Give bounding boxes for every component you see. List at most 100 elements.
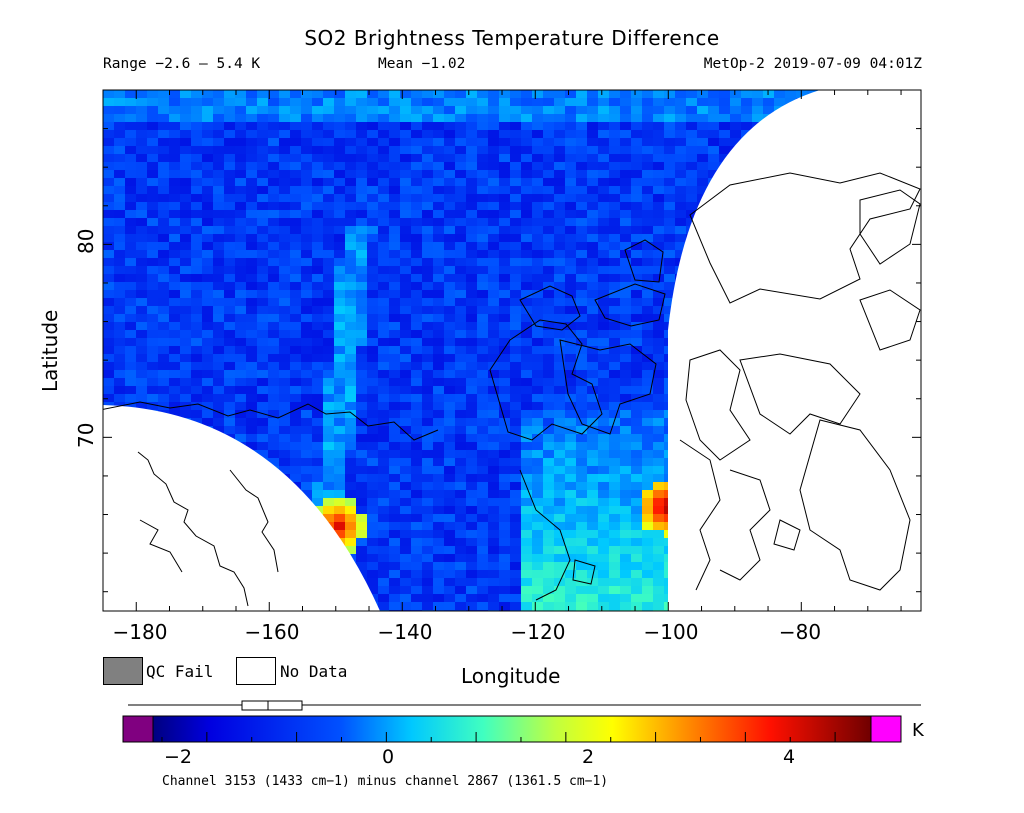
swath-cell bbox=[576, 474, 587, 482]
swath-cell bbox=[268, 330, 279, 338]
swath-cell bbox=[444, 602, 455, 610]
swath-cell bbox=[191, 114, 202, 122]
swath-cell bbox=[653, 202, 664, 210]
swath-cell bbox=[367, 538, 378, 546]
swath-cell bbox=[609, 474, 620, 482]
swath-cell bbox=[499, 290, 510, 298]
swath-cell bbox=[565, 338, 576, 346]
swath-cell bbox=[356, 474, 367, 482]
swath-cell bbox=[521, 466, 532, 474]
swath-cell bbox=[587, 130, 598, 138]
swath-cell bbox=[180, 242, 191, 250]
swath-cell bbox=[642, 602, 653, 610]
swath-cell bbox=[554, 570, 565, 578]
swath-cell bbox=[312, 186, 323, 194]
swath-cell bbox=[653, 546, 664, 554]
swath-cell bbox=[290, 130, 301, 138]
swath-cell bbox=[620, 186, 631, 194]
swath-cell bbox=[158, 226, 169, 234]
swath-cell bbox=[532, 450, 543, 458]
swath-cell bbox=[279, 418, 290, 426]
swath-cell bbox=[334, 474, 345, 482]
swath-cell bbox=[301, 258, 312, 266]
swath-cell bbox=[477, 562, 488, 570]
swath-cell bbox=[246, 218, 257, 226]
swath-cell bbox=[532, 602, 543, 610]
swath-cell bbox=[543, 154, 554, 162]
swath-cell bbox=[565, 386, 576, 394]
swath-cell bbox=[367, 250, 378, 258]
swath-cell bbox=[444, 594, 455, 602]
swath-cell bbox=[389, 258, 400, 266]
swath-cell bbox=[477, 426, 488, 434]
swath-cell bbox=[411, 394, 422, 402]
swath-cell bbox=[213, 426, 224, 434]
swath-cell bbox=[422, 490, 433, 498]
swath-cell bbox=[576, 98, 587, 106]
swath-cell bbox=[444, 362, 455, 370]
swath-cell bbox=[620, 490, 631, 498]
swath-cell bbox=[565, 498, 576, 506]
swath-cell bbox=[664, 226, 675, 234]
swath-cell bbox=[103, 274, 114, 282]
swath-cell bbox=[686, 106, 697, 114]
swath-cell bbox=[103, 226, 114, 234]
swath-cell bbox=[444, 130, 455, 138]
swath-cell bbox=[620, 514, 631, 522]
swath-cell bbox=[554, 146, 565, 154]
swath-cell bbox=[543, 482, 554, 490]
swath-cell bbox=[433, 234, 444, 242]
swath-cell bbox=[774, 90, 785, 98]
swath-cell bbox=[532, 442, 543, 450]
swath-cell bbox=[587, 562, 598, 570]
swath-cell bbox=[235, 258, 246, 266]
swath-cell bbox=[598, 298, 609, 306]
swath-cell bbox=[323, 402, 334, 410]
swath-cell bbox=[147, 154, 158, 162]
swath-cell bbox=[180, 266, 191, 274]
swath-cell bbox=[455, 402, 466, 410]
swath-cell bbox=[499, 370, 510, 378]
swath-cell bbox=[103, 362, 114, 370]
swath-cell bbox=[664, 162, 675, 170]
swath-cell bbox=[433, 314, 444, 322]
swath-cell bbox=[268, 298, 279, 306]
swath-cell bbox=[224, 146, 235, 154]
swath-cell bbox=[136, 90, 147, 98]
swath-cell bbox=[114, 394, 125, 402]
swath-cell bbox=[499, 450, 510, 458]
swath-cell bbox=[279, 242, 290, 250]
swath-cell bbox=[554, 330, 565, 338]
swath-cell bbox=[345, 106, 356, 114]
swath-cell bbox=[499, 242, 510, 250]
swath-cell bbox=[708, 154, 719, 162]
swath-cell bbox=[334, 410, 345, 418]
swath-cell bbox=[136, 306, 147, 314]
swath-cell bbox=[367, 426, 378, 434]
swath-cell bbox=[345, 274, 356, 282]
swath-cell bbox=[653, 498, 664, 506]
swath-cell bbox=[378, 490, 389, 498]
swath-cell bbox=[532, 514, 543, 522]
swath-cell bbox=[620, 314, 631, 322]
swath-cell bbox=[543, 586, 554, 594]
swath-cell bbox=[444, 146, 455, 154]
swath-cell bbox=[433, 114, 444, 122]
swath-cell bbox=[345, 242, 356, 250]
swath-cell bbox=[235, 394, 246, 402]
swath-cell bbox=[455, 234, 466, 242]
swath-cell bbox=[125, 218, 136, 226]
swath-cell bbox=[367, 506, 378, 514]
swath-cell bbox=[213, 394, 224, 402]
swath-cell bbox=[378, 194, 389, 202]
swath-cell bbox=[378, 338, 389, 346]
swath-cell bbox=[411, 306, 422, 314]
swath-cell bbox=[488, 234, 499, 242]
swath-cell bbox=[290, 154, 301, 162]
swath-cell bbox=[664, 290, 675, 298]
swath-cell bbox=[378, 458, 389, 466]
swath-cell bbox=[499, 562, 510, 570]
swath-cell bbox=[224, 226, 235, 234]
swath-cell bbox=[477, 90, 488, 98]
swath-cell bbox=[455, 482, 466, 490]
